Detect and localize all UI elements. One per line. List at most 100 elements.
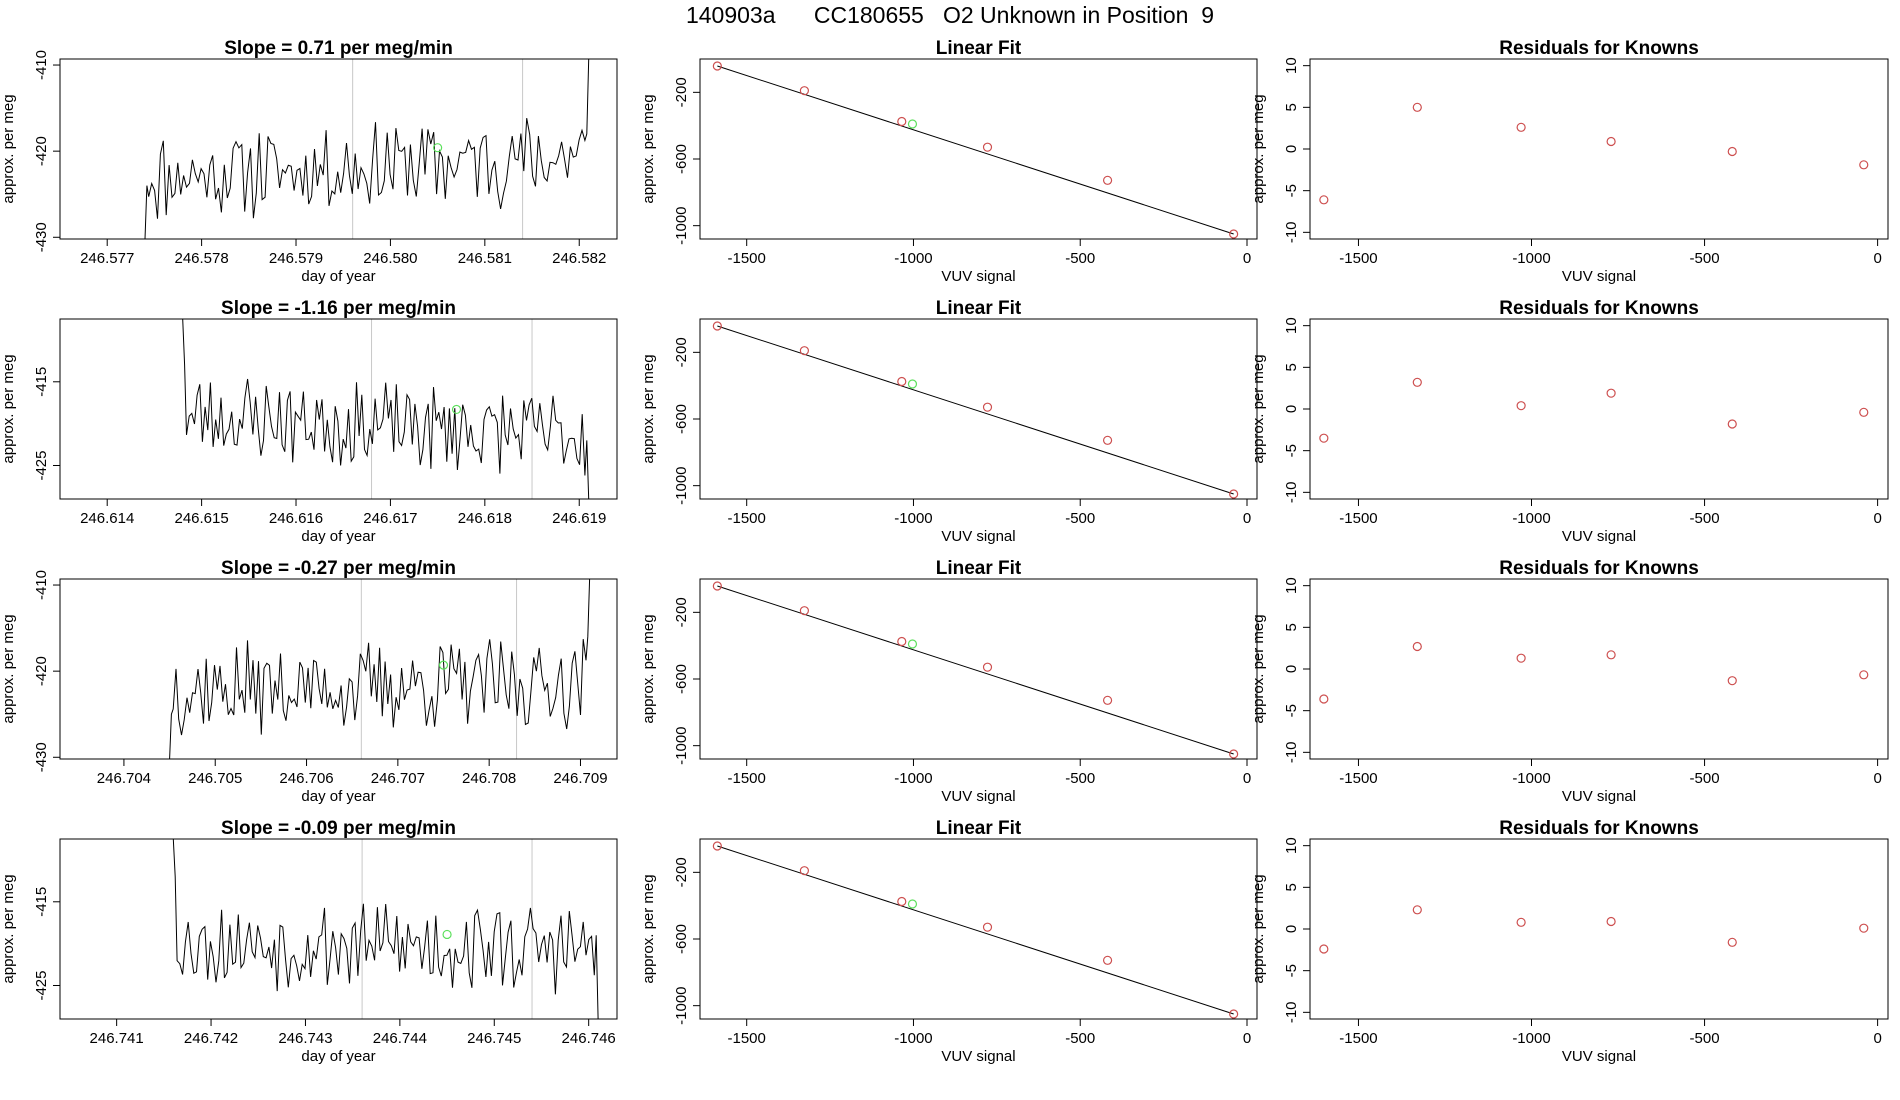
known-point: [982, 142, 993, 152]
panel-title: Linear Fit: [936, 38, 1022, 59]
known-point: [1102, 955, 1113, 965]
y-tick-label: 10: [1283, 837, 1300, 854]
x-tick-label: 246.577: [80, 250, 134, 267]
known-point: [897, 116, 907, 127]
known-point: [1727, 419, 1737, 429]
series-line: [172, 839, 599, 1019]
x-tick-label: -1000: [1512, 1030, 1550, 1047]
unknown-point: [451, 404, 462, 415]
panel-3-timeseries: Slope = -0.27 per meg/min day of year appr…: [0, 558, 618, 805]
y-tick-label: -415: [33, 887, 50, 917]
x-tick-label: 246.582: [552, 250, 606, 267]
x-tick-label: -1000: [894, 510, 932, 527]
panel-1-linear-fit: Linear Fit VUV signal approx. per meg -1500…: [640, 38, 1258, 285]
plot-area: [144, 59, 590, 239]
plot-area: [1319, 102, 1869, 205]
plot-area: [1319, 641, 1869, 704]
unknown-point: [907, 639, 918, 649]
y-tick-label: -600: [673, 144, 690, 174]
known-point: [799, 866, 809, 876]
plot-area: [1319, 905, 1869, 954]
x-axis-label: VUV signal: [1562, 268, 1636, 285]
known-point: [1412, 905, 1422, 915]
y-tick-label: -200: [673, 597, 690, 627]
y-axis-label: approx. per meg: [0, 94, 17, 203]
x-tick-label: -1000: [1512, 250, 1550, 267]
y-tick-label: -5: [1283, 184, 1300, 197]
y-tick-label: 5: [1283, 623, 1300, 631]
y-tick-label: 10: [1283, 577, 1300, 594]
x-axis-label: VUV signal: [1562, 788, 1636, 805]
known-point: [1412, 377, 1422, 387]
x-axis-label: day of year: [301, 268, 375, 285]
y-tick-label: 0: [1283, 665, 1300, 673]
series-line: [169, 579, 591, 759]
x-tick-label: -500: [1690, 770, 1720, 787]
known-point: [1516, 917, 1526, 927]
known-point: [1859, 670, 1869, 680]
known-point: [1319, 944, 1329, 954]
y-axis-label: approx. per meg: [640, 614, 657, 723]
fit-line: [717, 585, 1234, 755]
known-point: [1102, 175, 1113, 185]
y-tick-label: -10: [1283, 481, 1300, 503]
y-tick-label: -600: [673, 664, 690, 694]
x-tick-label: -1500: [1339, 510, 1377, 527]
y-tick-label: 10: [1283, 317, 1300, 334]
known-point: [1606, 136, 1616, 147]
x-tick-label: 0: [1873, 510, 1881, 527]
y-tick-label: -5: [1283, 964, 1300, 977]
x-tick-label: 246.705: [188, 770, 242, 787]
x-tick-label: -1000: [1512, 510, 1550, 527]
y-tick-label: 5: [1283, 363, 1300, 371]
known-point: [1102, 435, 1113, 445]
y-tick-label: -600: [673, 404, 690, 434]
x-axis-label: day of year: [301, 788, 375, 805]
fit-line: [717, 845, 1234, 1015]
x-axis-label: VUV signal: [941, 1048, 1015, 1065]
x-tick-label: -1500: [1339, 250, 1377, 267]
x-tick-label: -1500: [728, 510, 766, 527]
unknown-point: [433, 143, 443, 153]
known-point: [1859, 923, 1869, 933]
plot-frame: [59, 578, 618, 760]
y-tick-label: 5: [1283, 883, 1300, 891]
y-tick-label: -425: [33, 970, 50, 1000]
plot-frame: [59, 58, 618, 240]
y-tick-label: -415: [33, 367, 50, 397]
plot-frame: [699, 578, 1258, 760]
y-tick-label: -1000: [673, 466, 690, 504]
x-tick-label: -500: [1065, 250, 1095, 267]
plot-frame: [1309, 838, 1889, 1020]
x-tick-label: -500: [1065, 1030, 1095, 1047]
plot-area: [712, 841, 1239, 1019]
panel-title: Linear Fit: [936, 558, 1022, 579]
plot-frame: [1309, 578, 1889, 760]
panel-3-residuals: Residuals for Knowns VUV signal approx. pe…: [1250, 558, 1889, 805]
y-tick-label: -410: [33, 50, 50, 80]
x-axis-label: day of year: [301, 528, 375, 545]
plot-frame: [1309, 58, 1889, 240]
panel-1-residuals: Residuals for Knowns VUV signal approx. pe…: [1250, 38, 1889, 285]
known-point: [982, 402, 993, 412]
x-tick-label: 0: [1873, 1030, 1881, 1047]
x-tick-label: 246.619: [552, 510, 606, 527]
x-axis-label: VUV signal: [941, 268, 1015, 285]
known-point: [1319, 195, 1329, 205]
x-axis-label: day of year: [301, 1048, 375, 1065]
x-tick-label: 246.746: [562, 1030, 616, 1047]
known-point: [1859, 160, 1869, 170]
y-tick-label: -425: [33, 450, 50, 480]
unknown-point: [442, 929, 452, 940]
x-axis-label: VUV signal: [1562, 1048, 1636, 1065]
plot-area: [1319, 377, 1869, 443]
plot-area: [169, 579, 591, 759]
y-tick-label: -1000: [673, 206, 690, 244]
panel-title: Residuals for Knowns: [1499, 298, 1699, 319]
y-axis-label: approx. per meg: [1250, 614, 1267, 723]
known-point: [1319, 694, 1329, 704]
known-point: [1229, 1009, 1239, 1019]
x-tick-label: 246.708: [462, 770, 516, 787]
y-tick-label: -430: [33, 222, 50, 252]
